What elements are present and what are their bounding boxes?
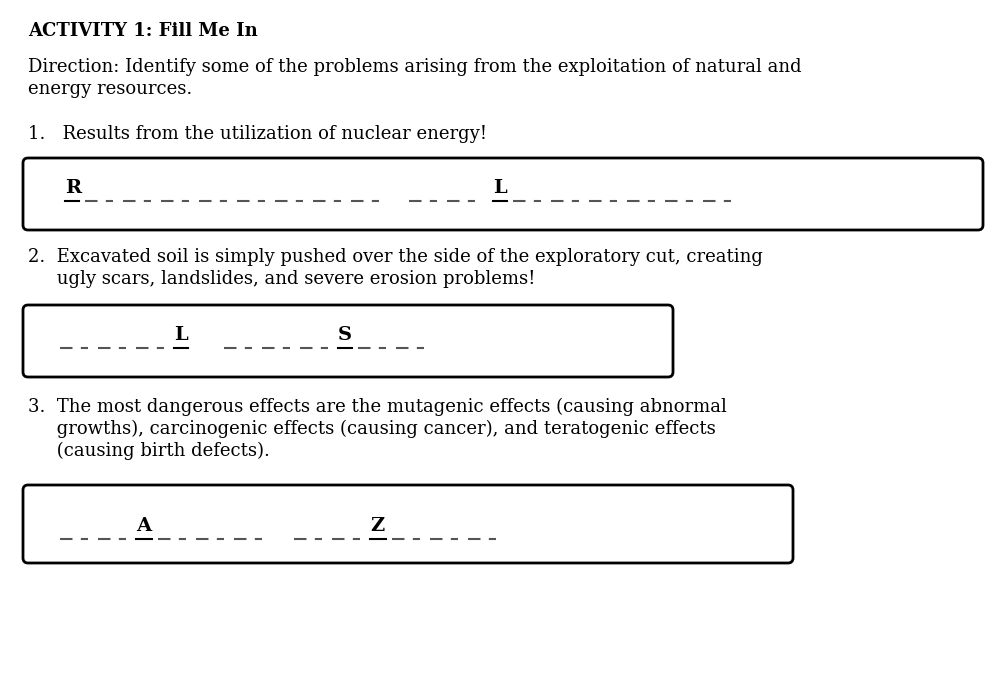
Text: R: R: [65, 179, 81, 198]
Text: (causing birth defects).: (causing birth defects).: [28, 442, 270, 460]
FancyBboxPatch shape: [23, 158, 983, 230]
Text: 3.  The most dangerous effects are the mutagenic effects (causing abnormal: 3. The most dangerous effects are the mu…: [28, 398, 727, 416]
Text: L: L: [493, 179, 507, 198]
Text: growths), carcinogenic effects (causing cancer), and teratogenic effects: growths), carcinogenic effects (causing …: [28, 420, 715, 438]
Text: S: S: [338, 327, 352, 344]
Text: Direction: Identify some of the problems arising from the exploitation of natura: Direction: Identify some of the problems…: [28, 58, 802, 76]
Text: energy resources.: energy resources.: [28, 80, 192, 98]
Text: ACTIVITY 1: Fill Me In: ACTIVITY 1: Fill Me In: [28, 22, 258, 40]
Text: 1.   Results from the utilization of nuclear energy!: 1. Results from the utilization of nucle…: [28, 125, 487, 143]
Text: Z: Z: [370, 517, 384, 535]
FancyBboxPatch shape: [23, 485, 793, 563]
Text: 2.  Excavated soil is simply pushed over the side of the exploratory cut, creati: 2. Excavated soil is simply pushed over …: [28, 248, 763, 266]
Text: A: A: [136, 517, 151, 535]
Text: L: L: [174, 327, 188, 344]
FancyBboxPatch shape: [23, 305, 673, 377]
Text: ugly scars, landslides, and severe erosion problems!: ugly scars, landslides, and severe erosi…: [28, 270, 535, 288]
